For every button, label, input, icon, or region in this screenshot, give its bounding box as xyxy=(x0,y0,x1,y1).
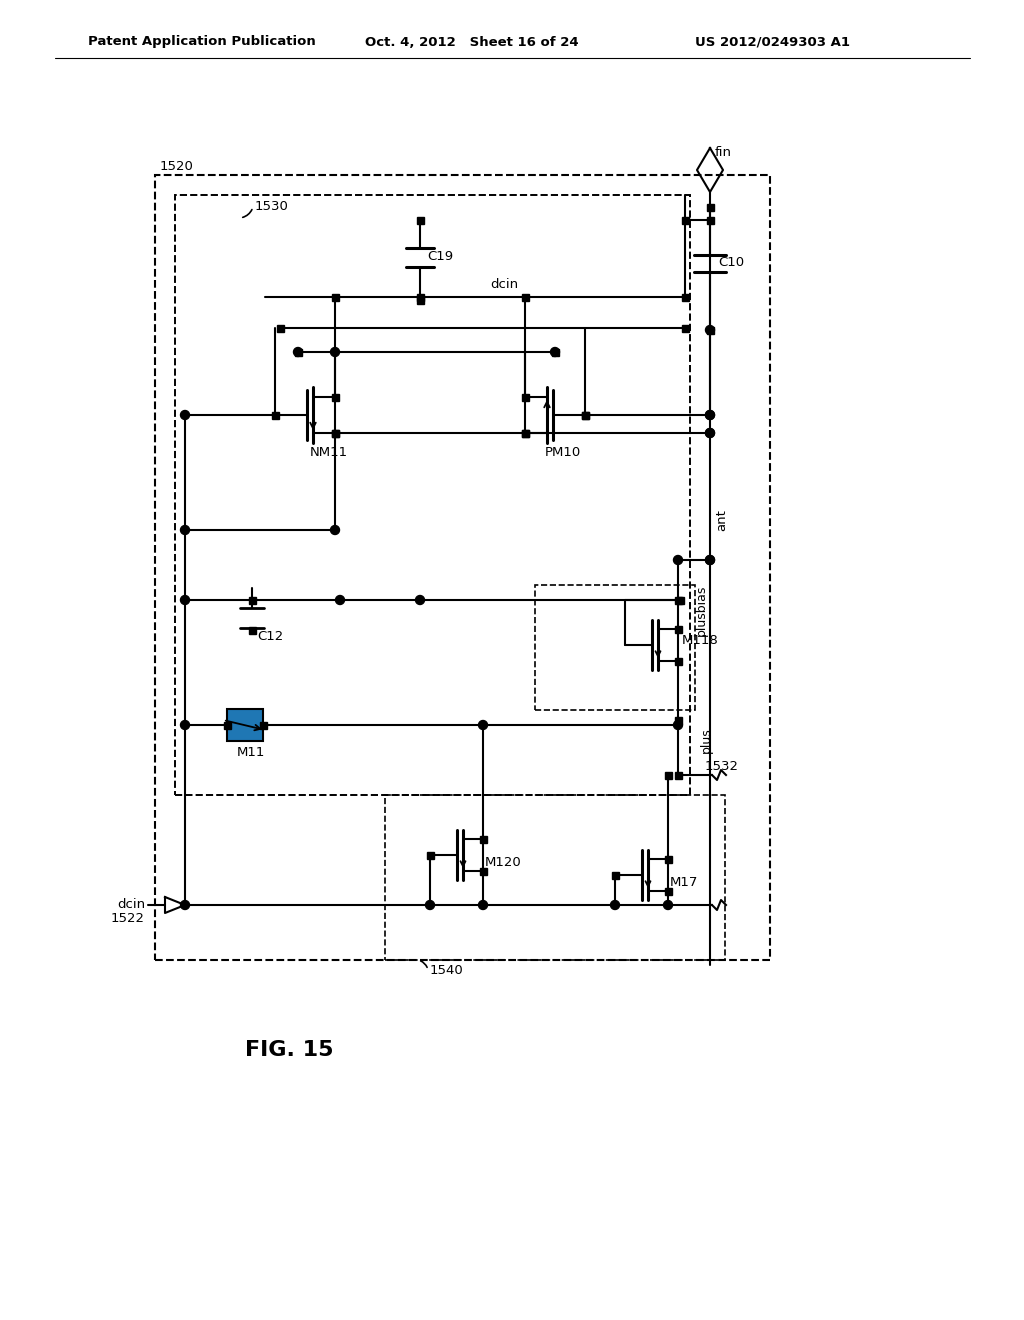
Text: 1540: 1540 xyxy=(430,964,464,977)
Circle shape xyxy=(706,556,715,565)
Bar xyxy=(385,795,725,960)
Bar xyxy=(332,393,339,400)
Bar xyxy=(665,887,672,895)
Text: US 2012/0249303 A1: US 2012/0249303 A1 xyxy=(695,36,850,49)
Bar xyxy=(682,325,688,331)
Bar xyxy=(479,836,486,842)
Circle shape xyxy=(478,900,487,909)
Circle shape xyxy=(180,525,189,535)
Bar xyxy=(675,626,682,632)
Bar xyxy=(271,412,279,418)
Bar xyxy=(677,597,683,603)
Circle shape xyxy=(426,900,434,909)
Circle shape xyxy=(706,429,715,437)
Circle shape xyxy=(706,326,715,334)
Text: Patent Application Publication: Patent Application Publication xyxy=(88,36,315,49)
Bar xyxy=(682,293,688,301)
Text: M11: M11 xyxy=(237,747,265,759)
Bar xyxy=(535,585,695,710)
Circle shape xyxy=(294,347,302,356)
Text: M17: M17 xyxy=(670,876,698,890)
Circle shape xyxy=(180,595,189,605)
Text: 1530: 1530 xyxy=(255,201,289,214)
Text: C12: C12 xyxy=(257,630,284,643)
Circle shape xyxy=(336,595,344,605)
Text: dcin: dcin xyxy=(117,898,145,911)
Bar xyxy=(249,627,256,634)
Bar xyxy=(427,851,433,858)
Bar xyxy=(521,429,528,437)
Circle shape xyxy=(551,347,559,356)
Bar xyxy=(665,855,672,862)
Bar xyxy=(417,216,424,223)
Bar xyxy=(332,429,339,437)
Bar xyxy=(707,326,714,334)
Bar xyxy=(175,195,690,795)
Bar xyxy=(479,867,486,874)
Bar xyxy=(582,412,589,418)
Bar xyxy=(276,325,284,331)
Circle shape xyxy=(331,347,340,356)
Circle shape xyxy=(180,411,189,420)
Text: plusbias: plusbias xyxy=(695,585,708,636)
Circle shape xyxy=(674,721,683,730)
Circle shape xyxy=(706,411,715,420)
Bar xyxy=(707,216,714,223)
Bar xyxy=(665,771,672,779)
Circle shape xyxy=(180,900,189,909)
Text: FIG. 15: FIG. 15 xyxy=(245,1040,334,1060)
Text: PM10: PM10 xyxy=(545,446,582,459)
Bar xyxy=(417,297,424,304)
Bar xyxy=(259,722,266,729)
Bar xyxy=(682,216,688,223)
Text: 1532: 1532 xyxy=(705,760,739,774)
Circle shape xyxy=(706,556,715,565)
Bar xyxy=(707,203,714,210)
Circle shape xyxy=(706,429,715,437)
Bar xyxy=(417,293,424,301)
Bar xyxy=(675,717,682,723)
Bar xyxy=(332,293,339,301)
Circle shape xyxy=(331,525,340,535)
Circle shape xyxy=(416,595,425,605)
Text: Oct. 4, 2012   Sheet 16 of 24: Oct. 4, 2012 Sheet 16 of 24 xyxy=(365,36,579,49)
Bar xyxy=(332,429,339,437)
Bar xyxy=(611,871,618,879)
Text: ant: ant xyxy=(715,510,728,531)
Text: NM11: NM11 xyxy=(310,446,348,459)
Bar xyxy=(295,348,301,355)
Text: M120: M120 xyxy=(485,857,522,870)
Bar xyxy=(582,412,589,418)
Bar xyxy=(521,429,528,437)
Bar xyxy=(521,393,528,400)
Circle shape xyxy=(180,721,189,730)
Bar xyxy=(223,722,230,729)
Circle shape xyxy=(664,900,673,909)
Circle shape xyxy=(478,721,487,730)
Bar xyxy=(227,709,263,741)
Text: C19: C19 xyxy=(427,249,454,263)
Text: 1520: 1520 xyxy=(160,161,194,173)
Circle shape xyxy=(610,900,620,909)
Text: M118: M118 xyxy=(682,634,719,647)
Text: dcin: dcin xyxy=(490,279,518,292)
Text: 1522: 1522 xyxy=(111,912,145,925)
Circle shape xyxy=(706,411,715,420)
Text: C10: C10 xyxy=(718,256,744,268)
Bar xyxy=(521,293,528,301)
Bar xyxy=(675,657,682,664)
Bar xyxy=(249,597,256,603)
Bar xyxy=(155,176,770,960)
Circle shape xyxy=(674,556,683,565)
Bar xyxy=(675,771,682,779)
Bar xyxy=(552,348,558,355)
Text: plus: plus xyxy=(700,727,713,752)
Bar xyxy=(675,597,682,603)
Text: fin: fin xyxy=(715,145,732,158)
